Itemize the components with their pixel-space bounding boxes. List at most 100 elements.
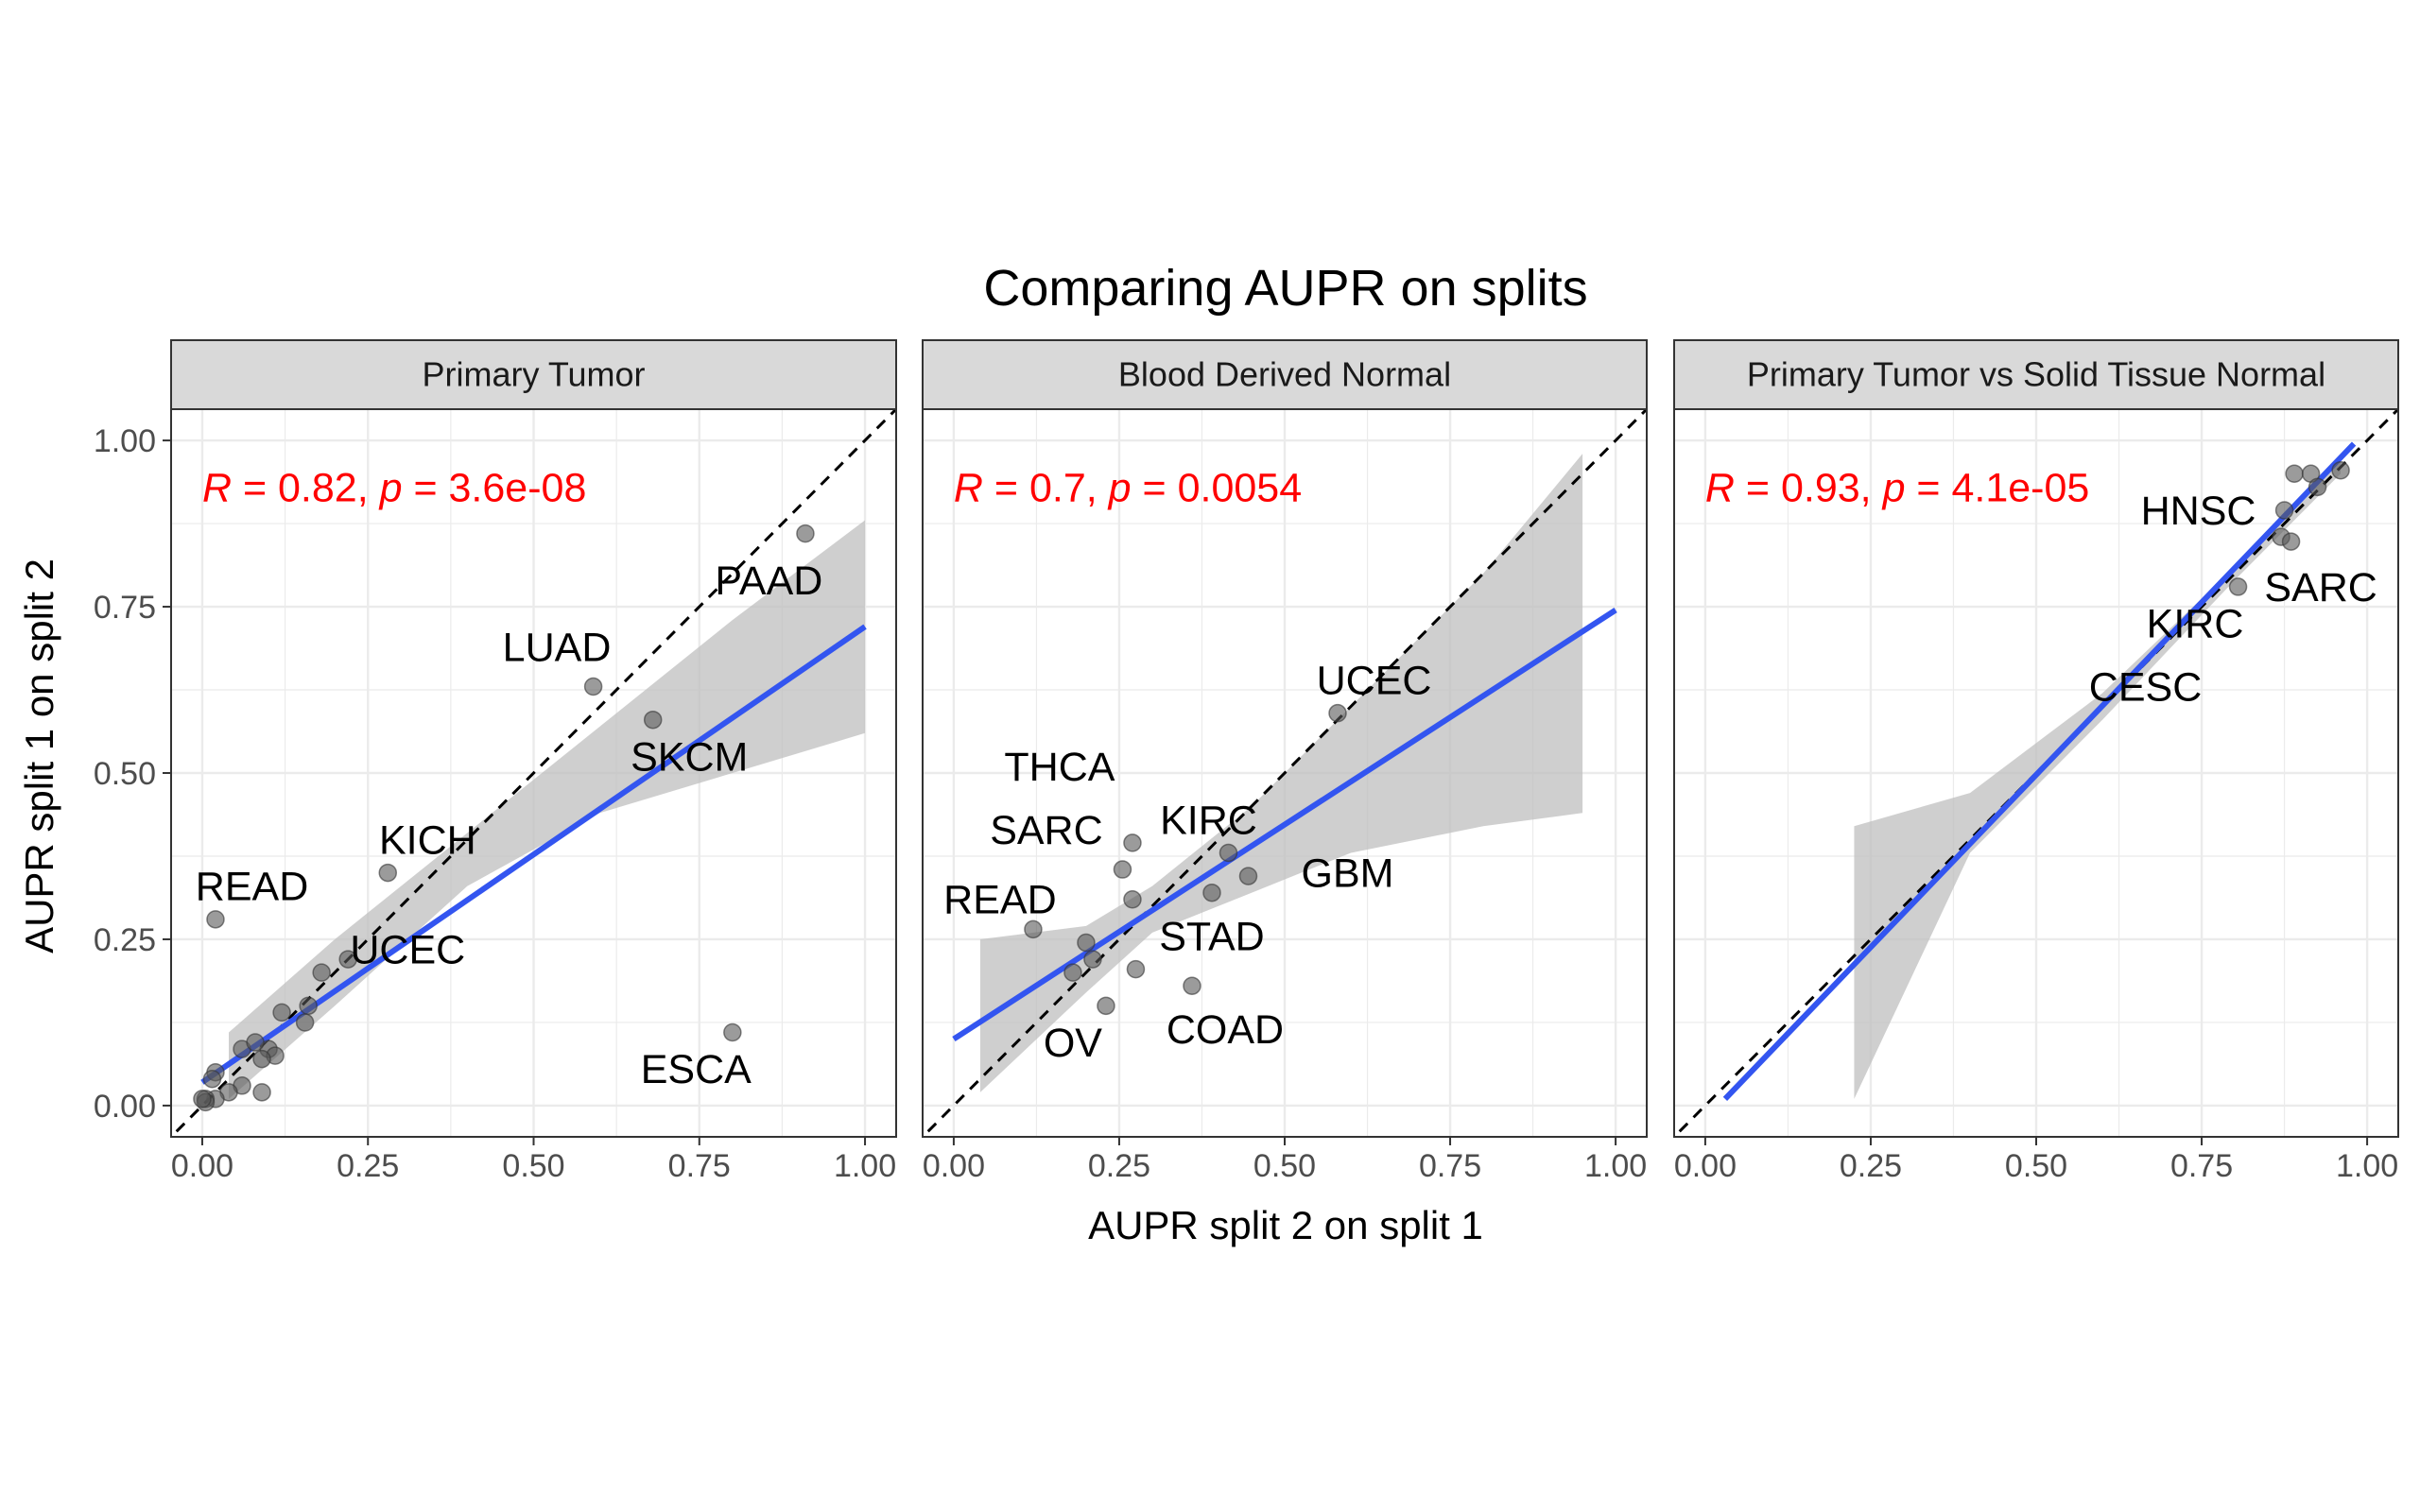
data-point xyxy=(1024,919,1043,939)
panel-strip-label: Primary Tumor xyxy=(422,355,645,394)
data-point xyxy=(1077,933,1096,953)
chart-title: Comparing AUPR on splits xyxy=(983,260,1587,317)
point-label: PAAD xyxy=(715,558,822,604)
data-point xyxy=(1328,703,1347,723)
p-symbol: p xyxy=(378,465,403,510)
y-tick-label: 0.25 xyxy=(94,922,156,958)
correlation-annotation: R = 0.82, p = 3.6e-08 xyxy=(202,465,586,510)
data-point xyxy=(643,710,663,730)
data-point xyxy=(338,950,357,969)
data-point xyxy=(378,863,398,883)
data-point xyxy=(202,1070,222,1089)
data-point xyxy=(2308,477,2327,497)
data-point xyxy=(1123,889,1142,909)
x-tick-label: 1.00 xyxy=(2336,1148,2398,1184)
data-point xyxy=(1113,860,1132,879)
y-tick-label: 0.50 xyxy=(94,756,156,792)
data-point xyxy=(312,963,331,982)
point-label: SARC xyxy=(2264,565,2377,610)
r-symbol: R xyxy=(1705,465,1735,510)
p-value: = 4.1e-05 xyxy=(1905,465,2089,510)
point-label: SKCM xyxy=(631,734,748,780)
point-label: ESCA xyxy=(641,1047,752,1092)
point-label: CESC xyxy=(2089,665,2202,711)
panel-strip-label: Primary Tumor vs Solid Tissue Normal xyxy=(1747,355,2325,394)
data-point xyxy=(1083,950,1102,969)
correlation-annotation: R = 0.7, p = 0.0054 xyxy=(954,465,1302,510)
data-point xyxy=(583,677,603,696)
identity-line xyxy=(923,409,1647,1137)
point-label: THCA xyxy=(1004,745,1115,790)
x-tick-label: 0.25 xyxy=(337,1148,399,1184)
point-label: KIRC xyxy=(1160,798,1257,843)
point-label: KIRC xyxy=(2147,602,2244,647)
x-tick-label: 0.25 xyxy=(1840,1148,1902,1184)
data-point xyxy=(2285,464,2304,484)
gridlines xyxy=(171,409,896,1137)
point-label: OV xyxy=(1044,1021,1102,1066)
point-label: COAD xyxy=(1167,1007,1284,1053)
p-value: = 3.6e-08 xyxy=(403,465,587,510)
data-point xyxy=(796,524,815,543)
data-point xyxy=(246,1033,265,1052)
r-value: = 0.7, xyxy=(983,465,1109,510)
confidence-ribbon xyxy=(979,454,1583,1092)
x-tick-label: 0.25 xyxy=(1088,1148,1150,1184)
data-point xyxy=(2228,577,2248,596)
r-value: = 0.93, xyxy=(1735,465,1883,510)
data-point xyxy=(1183,976,1201,995)
point-label: UCEC xyxy=(350,928,465,973)
regression-line xyxy=(952,608,1617,1042)
x-tick-label: 0.00 xyxy=(923,1148,985,1184)
data-point xyxy=(1202,883,1221,902)
point-label: SARC xyxy=(990,808,1102,853)
y-tick-label: 1.00 xyxy=(94,423,156,459)
correlation-annotation: R = 0.93, p = 4.1e-05 xyxy=(1705,465,2089,510)
panel-strip-label: Blood Derived Normal xyxy=(1118,355,1451,394)
regression-line xyxy=(1722,441,2357,1101)
point-label: UCEC xyxy=(1317,658,1432,703)
panel-strip xyxy=(922,339,1648,410)
data-point xyxy=(2281,532,2301,551)
data-point xyxy=(252,1049,271,1069)
x-tick-label: 0.50 xyxy=(2005,1148,2067,1184)
r-value: = 0.82, xyxy=(232,465,380,510)
plot-content: UCEC THCA SARC KIRC GBM READ STAD COAD OV xyxy=(923,409,1647,1137)
data-point xyxy=(193,1090,212,1108)
panel-3: Primary Tumor vs Solid Tissue Normal HNSC… xyxy=(1673,339,2399,1184)
point-label: READ xyxy=(943,878,1056,923)
data-point xyxy=(295,1013,315,1032)
data-point xyxy=(299,996,318,1016)
panels: Primary Tumor READ KICH LUAD SKCM PAAD ESCA UCE… xyxy=(94,339,2399,1184)
data-point xyxy=(1219,843,1238,863)
x-tick-label: 1.00 xyxy=(1584,1148,1647,1184)
p-value: = 0.0054 xyxy=(1132,465,1303,510)
r-symbol: R xyxy=(202,465,232,510)
x-axis-title: AUPR split 2 on split 1 xyxy=(1088,1203,1483,1247)
data-point xyxy=(252,1083,271,1102)
data-point xyxy=(272,1003,291,1022)
point-label: GBM xyxy=(1302,851,1394,897)
p-symbol: p xyxy=(1107,465,1132,510)
panel-strip xyxy=(170,339,897,410)
x-tick-label: 0.50 xyxy=(502,1148,564,1184)
point-label: KICH xyxy=(379,817,476,863)
data-point xyxy=(723,1022,742,1042)
panel-1: Primary Tumor READ KICH LUAD SKCM PAAD ESCA UCE… xyxy=(94,339,897,1184)
x-tick-label: 1.00 xyxy=(834,1148,896,1184)
point-label: HNSC xyxy=(2141,489,2256,534)
x-tick-label: 0.50 xyxy=(1253,1148,1316,1184)
panel-2: Blood Derived Normal UCEC THCA SARC KIRC GBM R… xyxy=(922,339,1648,1184)
p-symbol: p xyxy=(1881,465,1906,510)
point-label: STAD xyxy=(1159,914,1265,959)
plot-content: READ KICH LUAD SKCM PAAD ESCA UCEC xyxy=(171,409,896,1137)
x-tick-label: 0.00 xyxy=(1674,1148,1737,1184)
x-tick-label: 0.75 xyxy=(2170,1148,2233,1184)
identity-line xyxy=(171,409,896,1137)
data-point xyxy=(2274,501,2294,520)
data-point xyxy=(1063,963,1082,982)
x-tick-label: 0.75 xyxy=(1419,1148,1481,1184)
y-axis-title: AUPR split 1 on split 2 xyxy=(17,558,61,954)
point-label: READ xyxy=(196,865,308,910)
